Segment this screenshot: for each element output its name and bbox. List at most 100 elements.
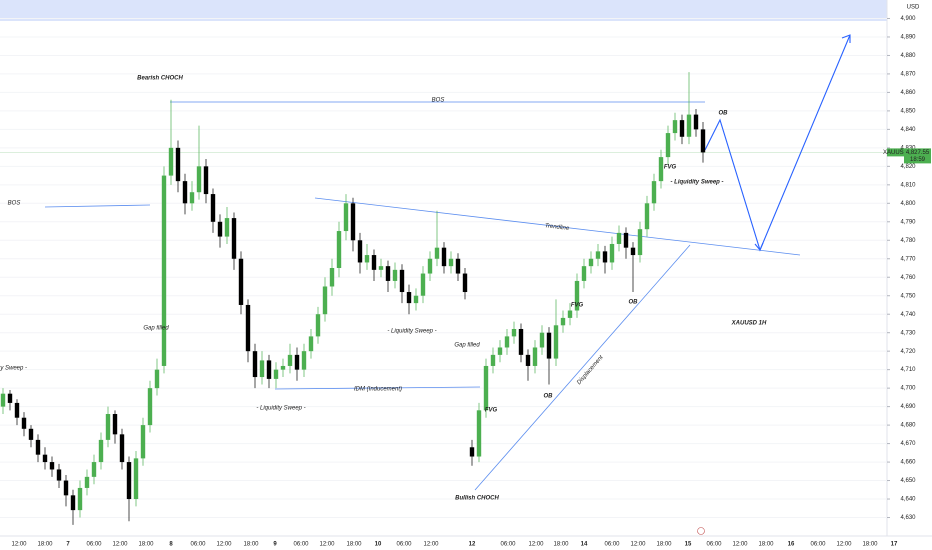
candle-body	[469, 447, 475, 457]
x-tick-label: 06:00	[810, 542, 826, 548]
candle-body	[665, 133, 671, 158]
candle-body	[392, 269, 398, 281]
candle-body	[553, 325, 559, 359]
candle-body	[63, 480, 69, 496]
y-tick-label: 4,800	[900, 201, 916, 207]
candle-body	[189, 192, 195, 204]
candle-body	[357, 240, 363, 263]
y-tick-label: 4,630	[900, 515, 916, 521]
x-tick-label: 8	[169, 542, 173, 548]
candle-body	[511, 328, 517, 337]
y-tick-label: 4,780	[900, 238, 916, 244]
candle-body	[56, 469, 62, 481]
event-icon[interactable]	[697, 527, 705, 535]
candle-body	[623, 232, 629, 248]
candle-body	[434, 247, 440, 259]
x-tick-label: 14	[581, 542, 588, 548]
annotation: - Liquidity Sweep -	[670, 180, 723, 186]
y-tick-label: 4,700	[900, 386, 916, 392]
candle-body	[322, 286, 328, 315]
candle-body	[406, 292, 412, 304]
candle-body	[175, 147, 181, 182]
x-tick-label: 12:00	[112, 542, 128, 548]
x-tick-label: 18:00	[553, 542, 569, 548]
price-tag	[904, 148, 931, 164]
candle-body	[413, 295, 419, 304]
y-tick-label: 4,680	[900, 423, 916, 429]
candle-body	[154, 369, 160, 389]
y-tick-label: 4,860	[900, 90, 916, 96]
candle-body	[77, 487, 83, 511]
x-tick-label: 12:00	[836, 542, 852, 548]
y-tick-label: 4,660	[900, 460, 916, 466]
candle-body	[581, 266, 587, 281]
candle-body	[119, 434, 125, 463]
candle-body	[616, 232, 622, 244]
projection-arrow	[704, 34, 851, 252]
candle-body	[210, 194, 216, 222]
y-tick-label: 4,850	[900, 108, 916, 114]
symbol-tag-text: XAUUSD	[883, 150, 909, 156]
arrow-tip	[754, 242, 764, 252]
y-tick-label: 4,650	[900, 478, 916, 484]
annotation: OB	[719, 111, 729, 117]
candle-body	[448, 258, 454, 267]
candle-body	[105, 414, 111, 440]
candle-body	[546, 332, 552, 359]
annotation: BOS	[8, 201, 21, 207]
candle-body	[518, 328, 524, 355]
annotation: FVG	[664, 165, 677, 171]
candle-body	[490, 354, 496, 366]
candle-body	[455, 258, 461, 274]
y-tick-label: 4,900	[900, 16, 916, 22]
candle-body	[280, 365, 286, 370]
x-tick-label: 9	[273, 542, 277, 548]
candle-body	[0, 393, 6, 407]
idm-line	[274, 386, 481, 390]
x-tick-label: 18:00	[862, 542, 878, 548]
trendline	[314, 197, 801, 256]
candle-body	[49, 462, 55, 470]
candle-body	[84, 476, 90, 488]
candle-body	[245, 304, 251, 352]
annotation: OB	[544, 394, 554, 400]
candle-body	[28, 428, 34, 440]
y-tick-label: 4,880	[900, 53, 916, 59]
y-tick-label: 4,810	[900, 182, 916, 188]
candle-body	[294, 354, 300, 370]
candle-body	[658, 157, 664, 182]
y-tick-label: 4,760	[900, 275, 916, 281]
annotation: FVG	[571, 303, 584, 309]
candle-body	[644, 203, 650, 230]
x-tick-label: 18:00	[37, 542, 53, 548]
annotation: Trendline	[544, 223, 570, 232]
y-tick-label: 4,750	[900, 293, 916, 299]
candle-body	[252, 351, 258, 378]
candle-body	[42, 454, 48, 463]
annotation: - Liquidity Sweep -	[387, 329, 436, 335]
x-tick-label: 12:00	[528, 542, 544, 548]
candle-body	[343, 203, 349, 232]
price-tag-text: 4,827.55	[906, 150, 930, 156]
countdown: 18:59	[910, 157, 926, 163]
candle-body	[609, 243, 615, 263]
candle-body	[203, 166, 209, 195]
x-tick-label: 12:00	[630, 542, 646, 548]
candle-body	[672, 120, 678, 134]
candle-body	[476, 410, 482, 457]
annotation: FVG	[485, 408, 498, 414]
x-tick-label: 12:00	[11, 542, 27, 548]
x-tick-label: 7	[66, 542, 70, 548]
candle-body	[168, 147, 174, 176]
candle-body	[35, 439, 41, 455]
x-tick-label: 10	[375, 542, 382, 548]
candle-body	[301, 351, 307, 370]
candle-body	[462, 273, 468, 293]
candle-body	[385, 266, 391, 281]
candle-body	[532, 347, 538, 366]
x-tick-label: 06:00	[500, 542, 516, 548]
candle-body	[266, 360, 272, 379]
y-tick-label: 4,640	[900, 497, 916, 503]
annotation: Gap filled	[454, 343, 480, 349]
